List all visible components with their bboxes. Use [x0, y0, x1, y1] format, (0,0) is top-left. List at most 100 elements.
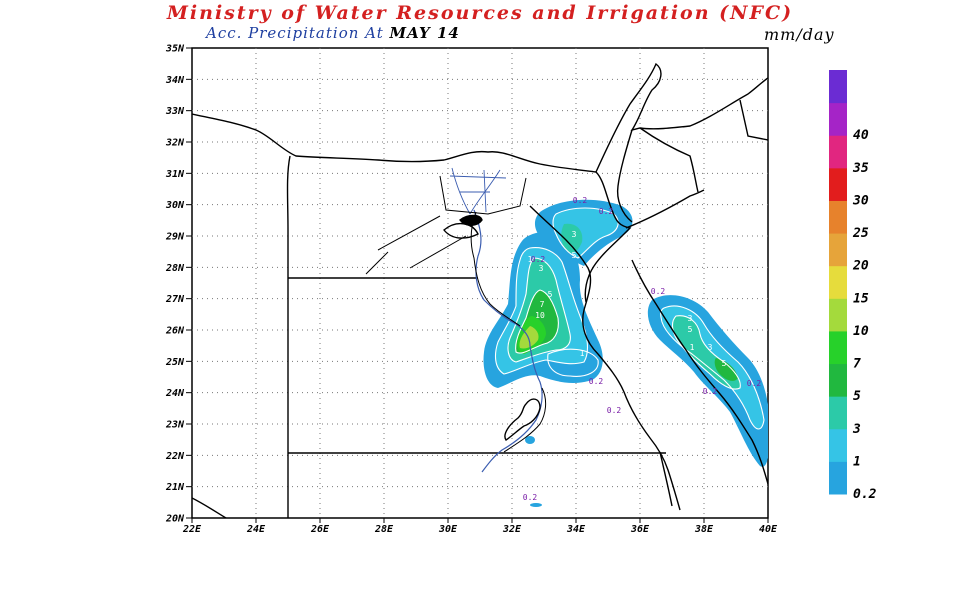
contour-label: 10 — [535, 311, 545, 320]
legend-label: 10 — [853, 324, 869, 339]
contour-label: 3 — [688, 314, 693, 323]
lon-tick-label: 36E — [630, 524, 650, 535]
legend-swatch — [829, 363, 847, 397]
nile-valley-edge — [470, 211, 521, 327]
sinai-coast — [584, 171, 632, 303]
mediterranean-coast — [192, 113, 597, 173]
legend-label: 35 — [852, 161, 869, 176]
boundaries — [192, 62, 768, 518]
lat-tick-label: 23N — [165, 420, 185, 431]
contour-label: 1 — [580, 349, 585, 358]
lat-tick-label: 20N — [165, 514, 185, 525]
legend-swatch — [829, 200, 847, 234]
precip-spot — [530, 503, 542, 507]
lon-tick-label: 34E — [566, 524, 586, 535]
legend-label: 30 — [852, 193, 869, 208]
legend-label: 1 — [853, 454, 861, 469]
lat-tick-label: 32N — [165, 138, 185, 149]
nile-delta — [449, 167, 507, 215]
legend-swatch — [829, 330, 847, 365]
levant-borders — [595, 62, 768, 173]
contour-label: 3 — [572, 230, 577, 239]
red-sea-coast-east — [631, 259, 768, 485]
contour-label: 5 — [722, 359, 727, 368]
precip-spot — [525, 436, 535, 444]
legend-label: 0.2 — [853, 487, 877, 502]
legend-swatch — [829, 396, 847, 430]
units-label: mm/day — [764, 25, 835, 44]
legend-swatch — [829, 428, 847, 462]
contour-label: 0.2 — [651, 287, 666, 296]
saudi-northwest — [625, 189, 705, 229]
legend-swatch — [829, 167, 847, 201]
precip-area-sinai-3 — [561, 223, 583, 253]
lon-tick-label: 32E — [502, 524, 522, 535]
precip-area-10 — [519, 326, 539, 349]
lat-tick-label: 25N — [165, 357, 185, 368]
contour-label: 0.2 — [573, 196, 588, 205]
lake-nasser — [504, 398, 541, 441]
legend-swatch — [829, 102, 847, 136]
legend-swatch — [829, 233, 847, 267]
subtitle-date: MAY 14 — [389, 24, 460, 42]
lon-tick-label: 22E — [182, 524, 202, 535]
lon-tick-label: 38E — [694, 524, 714, 535]
legend-swatch — [829, 461, 847, 495]
internal-boundary — [365, 215, 467, 275]
legend-label: 5 — [853, 389, 861, 404]
plot-frame — [191, 47, 769, 519]
lat-tick-label: 26N — [165, 326, 185, 337]
legend-label: 7 — [853, 357, 861, 372]
legend-label: 25 — [852, 226, 869, 241]
contour-label: 1 — [528, 255, 533, 264]
lat-tick-label: 35N — [165, 44, 185, 55]
southwest-border — [192, 497, 227, 518]
lat-tick-label: 28N — [165, 263, 185, 274]
saudi-jordan-border — [639, 127, 699, 193]
contour-label: 3 — [539, 264, 544, 273]
legend-swatch — [829, 265, 847, 299]
lon-tick-label: 24E — [246, 524, 266, 535]
legend-swatch — [829, 135, 847, 169]
contour-label: 0.2 — [523, 493, 538, 502]
lat-tick-label: 34N — [165, 75, 185, 86]
lon-tick-label: 30E — [438, 524, 458, 535]
lon-tick-label: 28E — [374, 524, 394, 535]
contour-label: 1 — [690, 343, 695, 352]
lat-tick-label: 31N — [165, 169, 185, 180]
contour-label: 7 — [540, 300, 545, 309]
legend-swatch — [829, 298, 847, 332]
map-subtitle: Acc. Precipitation At MAY 14 — [206, 24, 460, 42]
libya-egypt-border — [286, 155, 291, 518]
legend-label: 3 — [852, 422, 861, 437]
contour-label: 5 — [688, 325, 693, 334]
lat-tick-label: 29N — [165, 232, 185, 243]
lat-tick-label: 30N — [165, 200, 185, 211]
contour-label: 0.2 — [531, 255, 546, 264]
lat-tick-label: 22N — [165, 451, 185, 462]
legend-label: 40 — [853, 128, 869, 143]
contour-label: 5 — [572, 251, 577, 260]
contour-lines — [494, 207, 765, 430]
map-title: Ministry of Water Resources and Irrigati… — [166, 2, 794, 24]
contour-label: 0.2 — [589, 377, 604, 386]
latitude-labels: 35N 34N 33N 32N 31N 30N 29N 28N 27N 26N 25N 24N 23N 2… — [165, 44, 192, 525]
red-sea-coast-west — [529, 205, 681, 511]
subtitle-label: Acc. Precipitation At — [206, 24, 384, 42]
contour-label: 0.2 — [747, 379, 762, 388]
jordan-border — [616, 129, 633, 223]
contour-label: 5 — [548, 290, 553, 299]
legend-label: 15 — [853, 291, 869, 306]
lat-tick-label: 21N — [165, 482, 185, 493]
lat-tick-label: 27N — [165, 294, 185, 305]
precip-area-saudi-5 — [714, 358, 738, 381]
contour-label: 0.2 — [599, 207, 614, 216]
lon-tick-label: 40E — [759, 524, 778, 535]
contour-label: 0.2 — [607, 406, 622, 415]
longitude-labels: 22E 24E 26E 28E 30E 32E 34E 36E 38E 40E — [182, 518, 778, 535]
contour-label: 0.2 — [703, 387, 718, 396]
legend-swatch — [829, 70, 847, 104]
